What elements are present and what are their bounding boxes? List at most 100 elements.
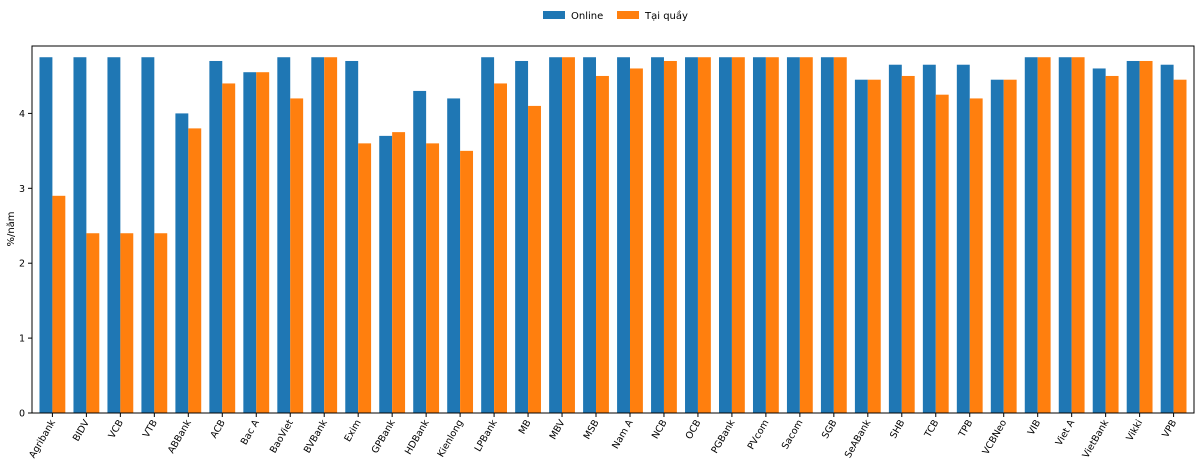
y-tick-label: 4 <box>19 109 25 120</box>
bar-tai-quay-2 <box>120 233 134 413</box>
bar-tai-quay-13 <box>494 83 507 413</box>
bar-tai-quay-24 <box>867 79 881 413</box>
bar-tai-quay-14 <box>528 105 541 414</box>
bar-tai-quay-4 <box>188 128 202 413</box>
x-tick-label: BaoViet <box>268 418 296 455</box>
x-tick-label: Kienlong <box>436 418 466 459</box>
legend-label-online: Online <box>571 11 603 22</box>
bar-online-23 <box>820 57 834 413</box>
bar-tai-quay-9 <box>358 143 372 413</box>
y-tick-label: 1 <box>19 334 25 345</box>
x-tick-label: Sacom <box>780 418 806 451</box>
bar-tai-quay-5 <box>222 83 236 413</box>
bar-tai-quay-28 <box>1003 79 1017 413</box>
bar-online-20 <box>719 57 732 413</box>
x-tick-label: GPBank <box>370 418 398 456</box>
bar-tai-quay-17 <box>629 68 643 413</box>
bar-tai-quay-15 <box>562 57 575 413</box>
bar-tai-quay-12 <box>460 150 474 414</box>
x-tick-label: TCB <box>922 418 941 440</box>
bar-tai-quay-21 <box>765 57 779 413</box>
bar-online-6 <box>243 72 257 414</box>
bar-online-11 <box>413 90 427 413</box>
bar-online-19 <box>685 57 698 413</box>
x-tick-label: MB <box>517 418 534 436</box>
bar-online-32 <box>1126 60 1140 413</box>
x-tick-label: MBV <box>548 418 568 442</box>
x-tick-label: ACB <box>209 418 228 440</box>
plot-frame <box>31 45 1195 414</box>
bar-online-22 <box>786 57 800 413</box>
x-tick-label: VietBank <box>1081 418 1112 461</box>
bar-online-9 <box>345 60 359 413</box>
y-axis: 0 1 2 3 4 <box>19 109 32 420</box>
y-tick-label: 3 <box>19 184 25 195</box>
x-tick-label: VIB <box>1026 418 1043 437</box>
bar-online-21 <box>752 57 766 413</box>
x-tick-label: MSB <box>582 418 602 441</box>
bar-online-3 <box>141 57 155 413</box>
x-tick-label: Viet A <box>1054 418 1078 448</box>
bar-online-13 <box>481 57 495 413</box>
bar-online-5 <box>209 60 223 413</box>
bar-online-24 <box>854 79 868 413</box>
bar-tai-quay-11 <box>426 143 440 413</box>
bar-online-26 <box>922 64 936 413</box>
x-tick-label: HDBank <box>403 418 432 457</box>
bar-online-10 <box>379 135 393 413</box>
bar-online-29 <box>1024 57 1038 413</box>
bar-tai-quay-25 <box>901 75 915 414</box>
bar-online-12 <box>447 98 461 414</box>
x-tick-label: BVBank <box>302 418 330 456</box>
bar-online-14 <box>515 60 529 413</box>
x-tick-label: TPB <box>956 418 975 440</box>
x-tick-label: Bac A <box>239 418 262 447</box>
x-tick-label: Nam A <box>610 418 636 451</box>
bar-tai-quay-29 <box>1037 57 1051 413</box>
y-tick-label: 2 <box>19 259 25 270</box>
x-tick-label: VCB <box>107 418 126 441</box>
bar-tai-quay-1 <box>86 233 100 413</box>
bar-online-27 <box>956 64 970 413</box>
bar-tai-quay-22 <box>799 57 813 413</box>
x-tick-label: VCBNeo <box>981 418 1010 457</box>
x-tick-label: BIDV <box>71 418 92 444</box>
y-axis-label: %/năm <box>6 211 17 246</box>
legend-label-tai-quay: Tại quầy <box>644 10 688 22</box>
bars-group <box>39 57 1187 414</box>
bar-online-18 <box>651 57 664 413</box>
bar-tai-quay-10 <box>392 132 406 413</box>
bar-online-28 <box>990 79 1004 413</box>
bar-online-25 <box>888 64 902 413</box>
bar-online-30 <box>1058 57 1072 413</box>
bar-online-4 <box>175 113 189 413</box>
x-tick-label: PGBank <box>710 418 738 456</box>
bar-tai-quay-31 <box>1105 75 1119 414</box>
bar-tai-quay-33 <box>1173 79 1187 413</box>
x-tick-label: OCB <box>684 418 704 441</box>
x-tick-label: LPBank <box>473 418 500 454</box>
bar-tai-quay-32 <box>1139 60 1153 413</box>
bar-tai-quay-20 <box>731 57 745 413</box>
bar-tai-quay-7 <box>290 98 304 414</box>
x-tick-label: ABBank <box>166 418 194 456</box>
x-axis: Agribank BIDV VCB VTB ABBank ACB Bac A BaoViet B… <box>27 413 1179 460</box>
bar-tai-quay-27 <box>969 98 983 414</box>
bar-online-31 <box>1092 68 1106 413</box>
bar-tai-quay-8 <box>324 57 338 413</box>
bar-online-7 <box>277 57 291 413</box>
bar-online-33 <box>1160 64 1174 413</box>
x-tick-label: NCB <box>650 418 670 441</box>
x-tick-label: VTB <box>141 418 160 440</box>
bar-tai-quay-30 <box>1071 57 1085 413</box>
x-tick-label: SeABank <box>843 418 874 461</box>
bar-online-17 <box>617 57 630 413</box>
bar-online-16 <box>583 57 597 413</box>
x-tick-label: PVcom <box>746 418 772 452</box>
bar-tai-quay-6 <box>256 72 270 414</box>
x-tick-label: Exim <box>342 418 363 444</box>
bar-tai-quay-0 <box>52 195 66 413</box>
x-tick-label: Agribank <box>27 418 58 461</box>
bar-tai-quay-19 <box>697 57 711 413</box>
